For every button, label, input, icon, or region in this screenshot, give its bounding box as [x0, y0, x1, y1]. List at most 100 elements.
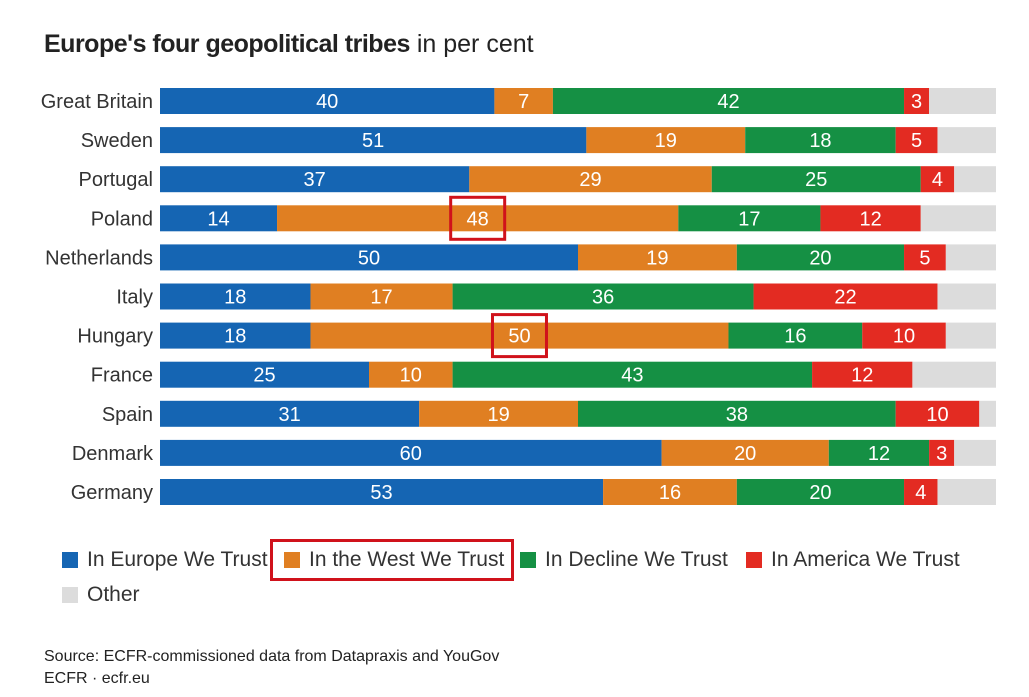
category-label: Italy: [116, 287, 153, 309]
bar-segment-in-america-we-trust: [920, 166, 955, 193]
data-label: 18: [224, 326, 246, 348]
data-label: 16: [784, 326, 806, 348]
bar-segment-in-decline-we-trust: [452, 361, 813, 388]
legend-swatch: [62, 552, 78, 568]
legend-label: Other: [87, 583, 140, 606]
data-label: 5: [919, 247, 930, 269]
highlight-box: [490, 313, 548, 359]
bar-segment-in-decline-we-trust: [728, 322, 863, 349]
bar-row-denmark: Denmark 60 20 12 3: [72, 439, 996, 466]
data-label: 43: [621, 365, 643, 387]
bar-row-spain: Spain 31 19 38 10: [102, 400, 996, 427]
bar-segment-in-europe-we-trust: [160, 361, 369, 388]
data-label: 19: [655, 130, 677, 152]
category-label: Sweden: [81, 130, 153, 152]
bar-segment-other: [937, 127, 996, 154]
bar-row-poland: Poland 14 48 17 12: [91, 205, 996, 232]
bar-segment-in-america-we-trust: [753, 283, 938, 310]
bar-row-italy: Italy 18 17 36 22: [116, 283, 996, 310]
category-label: Netherlands: [45, 247, 153, 269]
data-label: 25: [253, 365, 275, 387]
bar-segment-in-america-we-trust: [862, 322, 946, 349]
legend-item-in-decline-we-trust: In Decline We Trust: [520, 548, 728, 572]
category-label: Great Britain: [41, 91, 153, 113]
bar-segment-in-america-we-trust: [904, 479, 938, 505]
data-label: 7: [518, 91, 529, 113]
legend-highlight-box: [270, 539, 514, 581]
bar-segment-in-the-west-we-trust: [469, 166, 712, 193]
data-label: 4: [915, 482, 926, 504]
bar-segment-in-the-west-we-trust: [419, 400, 578, 427]
legend-item-in-america-we-trust: In America We Trust: [746, 548, 960, 572]
data-label: 5: [911, 130, 922, 152]
bar-segment-other: [945, 322, 996, 349]
bar-segment-in-decline-we-trust: [678, 205, 821, 232]
bar-segment-in-europe-we-trust: [160, 283, 311, 310]
data-label: 22: [834, 287, 856, 309]
data-label: 18: [224, 287, 246, 309]
bar-segment-in-europe-we-trust: [160, 479, 604, 505]
bar-segment-in-the-west-we-trust: [310, 283, 453, 310]
category-label: Denmark: [72, 443, 154, 465]
bar-segment-other: [937, 283, 996, 310]
bar-segment-other: [929, 88, 996, 114]
bar-segment-other: [937, 479, 996, 505]
data-label: 31: [278, 404, 300, 426]
data-label: 50: [508, 326, 530, 348]
bar-segment-other: [954, 166, 996, 193]
bar-segment-in-europe-we-trust: [160, 322, 311, 349]
data-label: 19: [646, 247, 668, 269]
legend-swatch: [520, 552, 536, 568]
data-label: 10: [893, 326, 915, 348]
credit-text: ECFR · ecfr.eu: [44, 670, 150, 687]
bar-segment-in-america-we-trust: [895, 400, 980, 427]
chart-title: Europe's four geopolitical tribes in per…: [44, 30, 534, 59]
bar-segment-in-decline-we-trust: [736, 244, 905, 271]
bar-segment-in-america-we-trust: [895, 127, 938, 154]
legend-label: In Decline We Trust: [545, 548, 728, 571]
bar-segment-in-europe-we-trust: [160, 166, 470, 193]
data-label: 36: [592, 287, 614, 309]
category-label: Portugal: [79, 169, 154, 191]
data-label: 42: [717, 91, 739, 113]
data-label: 38: [726, 404, 748, 426]
data-label: 51: [362, 130, 384, 152]
bar-segment-in-decline-we-trust: [828, 439, 930, 466]
data-label: 20: [809, 247, 831, 269]
bar-segment-in-decline-we-trust: [452, 283, 754, 310]
chart-subtitle: in per cent: [416, 30, 534, 58]
source-text: Source: ECFR-commissioned data from Data…: [44, 648, 500, 665]
data-label: 20: [809, 482, 831, 504]
data-label: 3: [936, 443, 947, 465]
bar-segment-in-the-west-we-trust: [277, 205, 679, 232]
bar-segment-in-america-we-trust: [904, 244, 946, 271]
bar-segment-in-america-we-trust: [929, 439, 955, 466]
bar-segment-in-the-west-we-trust: [310, 322, 729, 349]
highlight-box: [449, 195, 507, 241]
data-label: 37: [304, 169, 326, 191]
category-label: Spain: [102, 404, 153, 426]
data-label: 3: [911, 91, 922, 113]
data-label: 17: [370, 287, 392, 309]
bar-segment-in-the-west-we-trust: [369, 361, 453, 388]
bar-row-hungary: Hungary 18 50 16 10: [77, 322, 996, 349]
data-label: 20: [734, 443, 756, 465]
category-label: Hungary: [77, 326, 153, 348]
legend-swatch: [284, 552, 300, 568]
bar-segment-in-europe-we-trust: [160, 439, 662, 466]
legend-item-in-the-west-we-trust: In the West We Trust: [284, 548, 504, 572]
data-label: 12: [851, 365, 873, 387]
legend-item-in-europe-we-trust: In Europe We Trust: [62, 548, 268, 572]
data-label: 12: [868, 443, 890, 465]
legend-item-other: Other: [62, 583, 140, 607]
bar-row-sweden: Sweden 51 19 18 5: [81, 127, 996, 154]
bar-segment-in-europe-we-trust: [160, 244, 578, 271]
source-note: Source: ECFR-commissioned data from Data…: [44, 646, 499, 690]
category-label: Germany: [71, 482, 153, 504]
bar-segment-in-america-we-trust: [904, 88, 930, 114]
category-label: Poland: [91, 208, 153, 230]
bar-segment-in-decline-we-trust: [552, 88, 905, 114]
chart-title-main: Europe's four geopolitical tribes: [44, 30, 410, 58]
bar-segment-other: [979, 400, 996, 427]
bar-segment-in-europe-we-trust: [160, 205, 278, 232]
